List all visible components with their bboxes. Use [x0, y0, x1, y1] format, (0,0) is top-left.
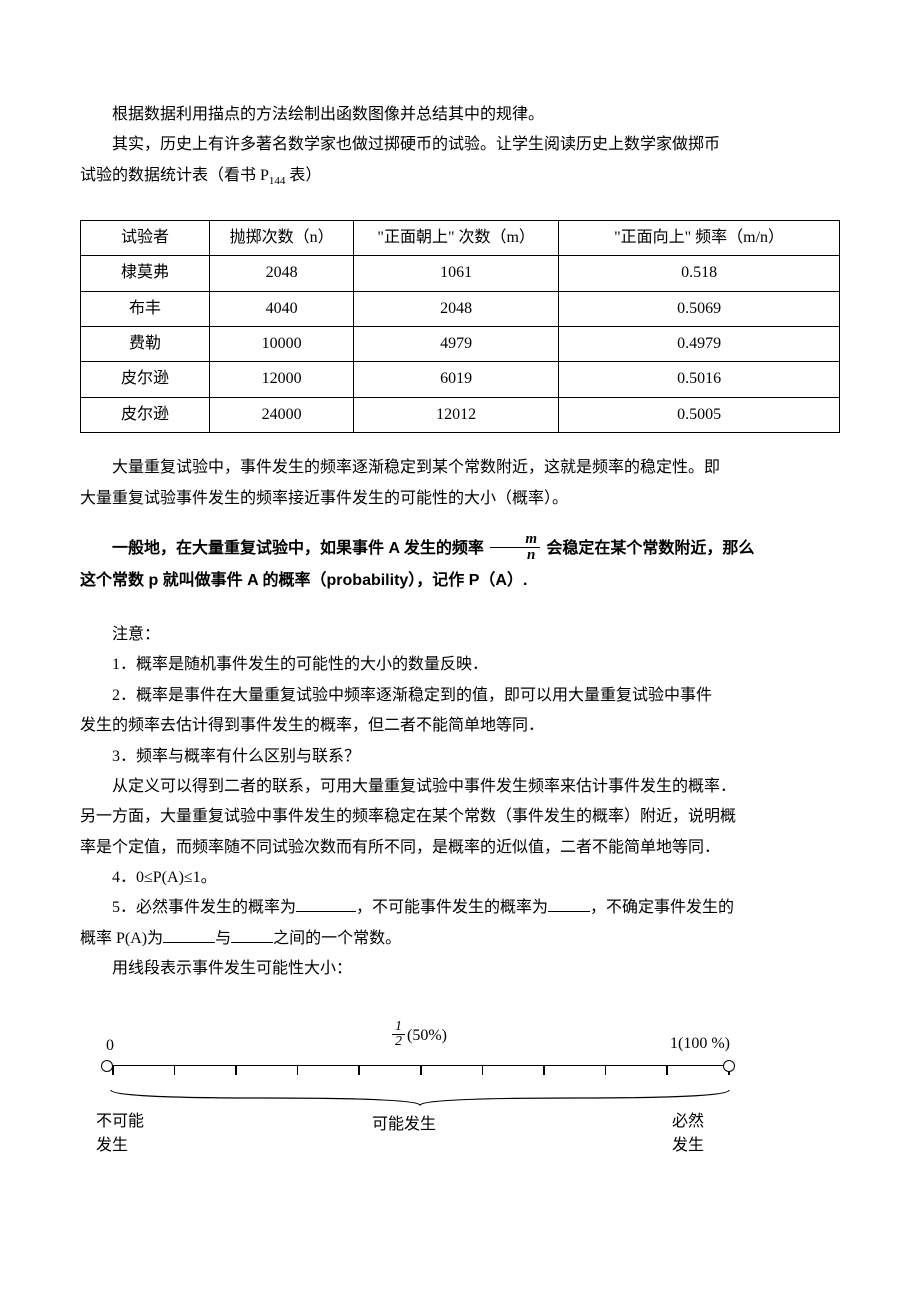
open-endpoint-icon	[723, 1060, 735, 1072]
text: 发生	[96, 1137, 128, 1154]
text: 表）	[285, 167, 321, 184]
axis-label-one: 1(100 %)	[670, 1029, 730, 1059]
cell: 12000	[210, 362, 354, 397]
fraction-numerator: 1	[392, 1020, 405, 1036]
text: 概率 P(A)为	[80, 930, 163, 947]
cell: 2048	[354, 291, 559, 326]
text: ，不可能事件发生的概率为	[356, 899, 548, 916]
axis-label-zero: 0	[106, 1031, 114, 1061]
cell: 10000	[210, 327, 354, 362]
axis-tick	[420, 1065, 422, 1075]
cell: 棣莫弗	[81, 256, 210, 291]
axis-tick	[543, 1065, 545, 1075]
fill-blank	[231, 926, 273, 943]
text: 试验的数据统计表（看书 P	[80, 167, 269, 184]
definition-line: 这个常数 p 就叫做事件 A 的概率（probability），记作 P（A）.	[80, 566, 840, 596]
note-item: 5．必然事件发生的概率为 ，不可能事件发生的概率为 ，不确定事件发生的	[80, 893, 840, 923]
cell: 0.4979	[559, 327, 840, 362]
cell: 0.5016	[559, 362, 840, 397]
axis-tick	[666, 1065, 668, 1075]
cell: 费勒	[81, 327, 210, 362]
cell: 0.518	[559, 256, 840, 291]
note-item: 概率 P(A)为 与 之间的一个常数。	[80, 924, 840, 954]
label-certain: 必然 发生	[672, 1110, 704, 1158]
col-heads-freq: "正面向上" 频率（m/n）	[559, 220, 840, 255]
fraction-denominator: 2	[392, 1035, 405, 1050]
note-item: 另一方面，大量重复试验中事件发生的频率稳定在某个常数（事件发生的概率）附近，说明…	[80, 802, 840, 832]
col-tosses: 抛掷次数（n）	[210, 220, 354, 255]
table-row: 皮尔逊 12000 6019 0.5016	[81, 362, 840, 397]
paragraph: 试验的数据统计表（看书 P144 表）	[80, 161, 840, 192]
table-header-row: 试验者 抛掷次数（n） "正面朝上" 次数（m） "正面向上" 频率（m/n）	[81, 220, 840, 255]
subscript: 144	[269, 175, 286, 187]
axis-tick	[235, 1065, 237, 1075]
cell: 1061	[354, 256, 559, 291]
col-heads-count: "正面朝上" 次数（m）	[354, 220, 559, 255]
table-row: 布丰 4040 2048 0.5069	[81, 291, 840, 326]
cell: 2048	[210, 256, 354, 291]
cell: 4040	[210, 291, 354, 326]
label-impossible: 不可能 发生	[96, 1110, 144, 1158]
text: 一般地，在大量重复试验中，如果事件 A 发生的频率	[112, 540, 488, 557]
axis-tick	[605, 1065, 607, 1075]
text: 与	[215, 930, 231, 947]
number-line-axis	[106, 1065, 734, 1092]
paragraph: 大量重复试验事件发生的频率接近事件发生的可能性的大小（概率）。	[80, 484, 840, 514]
table-row: 棣莫弗 2048 1061 0.518	[81, 256, 840, 291]
table-row: 皮尔逊 24000 12012 0.5005	[81, 397, 840, 432]
note-item: 3．频率与概率有什么区别与联系？	[80, 742, 840, 772]
cell: 24000	[210, 397, 354, 432]
cell: 0.5069	[559, 291, 840, 326]
notes-heading: 注意：	[80, 620, 840, 650]
axis-tick	[482, 1065, 484, 1075]
axis-label-half: 12(50%)	[390, 1021, 447, 1052]
historical-coin-toss-table: 试验者 抛掷次数（n） "正面朝上" 次数（m） "正面向上" 频率（m/n） …	[80, 220, 840, 433]
cell: 12012	[354, 397, 559, 432]
paragraph: 大量重复试验中，事件发生的频率逐渐稳定到某个常数附近，这就是频率的稳定性。即	[80, 453, 840, 483]
text: 不可能	[96, 1113, 144, 1130]
fill-blank	[296, 895, 356, 912]
text: 发生	[672, 1137, 704, 1154]
cell: 6019	[354, 362, 559, 397]
document-page: 根据数据利用描点的方法绘制出函数图像并总结其中的规律。 其实，历史上有许多著名数…	[0, 0, 920, 1214]
text: 必然	[672, 1113, 704, 1130]
text: 5．必然事件发生的概率为	[112, 899, 296, 916]
col-experimenter: 试验者	[81, 220, 210, 255]
fraction-numerator: m	[490, 532, 540, 549]
cell: 4979	[354, 327, 559, 362]
cell: 皮尔逊	[81, 397, 210, 432]
note-item: 发生的频率去估计得到事件发生的概率，但二者不能简单地等同．	[80, 711, 840, 741]
cell: 皮尔逊	[81, 362, 210, 397]
fill-blank	[163, 926, 215, 943]
label-possible: 可能发生	[372, 1110, 436, 1140]
text: 之间的一个常数。	[273, 930, 401, 947]
fraction-m-over-n: mn	[490, 532, 540, 565]
fraction-denominator: n	[490, 548, 540, 564]
open-endpoint-icon	[101, 1060, 113, 1072]
note-item: 4．0≤P(A)≤1。	[80, 863, 840, 893]
note-item: 从定义可以得到二者的联系，可用大量重复试验中事件发生频率来估计事件发生的概率．	[80, 772, 840, 802]
cell: 布丰	[81, 291, 210, 326]
paragraph: 根据数据利用描点的方法绘制出函数图像并总结其中的规律。	[80, 100, 840, 130]
text: ，不确定事件发生的	[590, 899, 734, 916]
diagram-intro: 用线段表示事件发生可能性大小：	[80, 954, 840, 984]
table-row: 费勒 10000 4979 0.4979	[81, 327, 840, 362]
note-item: 1．概率是随机事件发生的可能性的大小的数量反映．	[80, 650, 840, 680]
axis-tick	[358, 1065, 360, 1075]
text: (50%)	[407, 1027, 447, 1044]
probability-number-line-diagram: 0 12(50%) 1(100 %) 不可能 发生 可能发生 必然 发生	[100, 1025, 740, 1154]
note-item: 2．概率是事件在大量重复试验中频率逐渐稳定到的值，即可以用大量重复试验中事件	[80, 681, 840, 711]
cell: 0.5005	[559, 397, 840, 432]
note-item: 率是个定值，而频率随不同试验次数而有所不同，是概率的近似值，二者不能简单地等同．	[80, 833, 840, 863]
paragraph: 其实，历史上有许多著名数学家也做过掷硬币的试验。让学生阅读历史上数学家做掷币	[80, 130, 840, 160]
text: 会稳定在某个常数附近，那么	[542, 540, 754, 557]
fill-blank	[548, 895, 590, 912]
axis-tick	[297, 1065, 299, 1075]
axis-tick	[174, 1065, 176, 1075]
definition-line: 一般地，在大量重复试验中，如果事件 A 发生的频率 mn 会稳定在某个常数附近，…	[80, 532, 840, 566]
